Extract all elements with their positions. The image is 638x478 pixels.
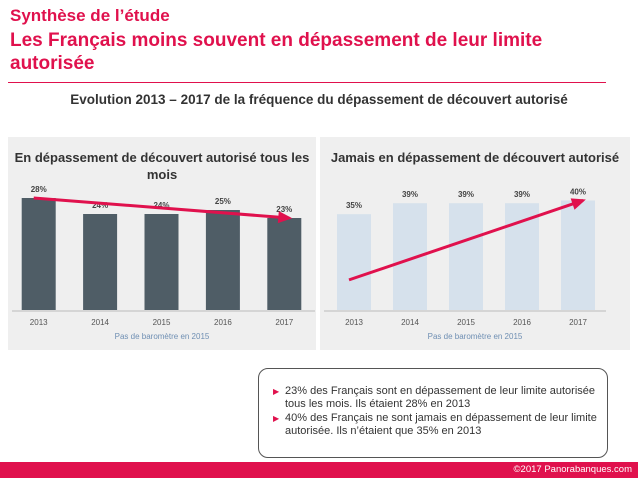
data-label-2015: 39% xyxy=(458,190,474,199)
chart-panel-left: 28% 2013 24% 2014 24% 2015 25% 2016 23% 2017 En d… xyxy=(8,137,316,350)
data-label-2016: 25% xyxy=(215,197,231,206)
page-title-line1: Synthèse de l’étude xyxy=(10,6,170,25)
page-subtitle: Evolution 2013 – 2017 de la fréquence du… xyxy=(70,92,568,107)
title-divider xyxy=(8,82,606,83)
tick-label-2015: 2015 xyxy=(457,318,475,327)
bar-2016 xyxy=(205,210,240,310)
chart-monthly-overdraft: 28% 2013 24% 2014 24% 2015 25% 2016 23% 2017 xyxy=(12,185,315,327)
bar-2013 xyxy=(337,214,371,310)
chart-note-left: Pas de baromètre en 2015 xyxy=(114,332,210,341)
data-label-2014: 24% xyxy=(92,201,108,210)
tick-label-2016: 2016 xyxy=(214,318,232,327)
bar-2017 xyxy=(267,218,302,310)
data-label-2015: 24% xyxy=(153,201,169,210)
chart-never-overdraft: 35% 2013 39% 2014 39% 2015 39% 2016 40% 2017 xyxy=(324,187,606,327)
triangle-bullet-icon: ▶ xyxy=(273,414,280,423)
chart-title-left: En dépassement de découvert autorisé tou… xyxy=(14,150,310,182)
tick-label-2017: 2017 xyxy=(275,318,293,327)
trend-line xyxy=(348,199,584,282)
trend-arrowhead xyxy=(570,198,586,210)
summary-item-text: 23% des Français sont en dépassement de … xyxy=(285,385,596,410)
bar-2016 xyxy=(505,203,539,310)
data-label-2017: 23% xyxy=(276,205,292,214)
data-label-2017: 40% xyxy=(570,187,586,196)
tick-label-2015: 2015 xyxy=(153,318,171,327)
data-label-2013: 35% xyxy=(346,201,362,210)
chart-title-right: Jamais en dépassement de découvert autor… xyxy=(330,150,620,165)
footer-copyright: ©2017 Panorabanques.com xyxy=(513,464,632,475)
data-label-2014: 39% xyxy=(402,190,418,199)
tick-label-2017: 2017 xyxy=(569,318,587,327)
trend-arrowhead xyxy=(277,211,293,224)
triangle-bullet-icon: ▶ xyxy=(273,387,280,396)
page-title-line2: Les Français moins souvent en dépassemen… xyxy=(10,30,543,74)
summary-item: ▶ 23% des Français sont en dépassement de… xyxy=(273,385,599,411)
tick-label-2013: 2013 xyxy=(345,318,363,327)
data-label-2016: 39% xyxy=(514,190,530,199)
tick-label-2016: 2016 xyxy=(513,318,531,327)
bar-2015 xyxy=(449,203,483,310)
bar-2013 xyxy=(21,198,56,310)
summary-item-text: 40% des Français ne sont jamais en dépas… xyxy=(285,412,597,437)
chart-panel-right: 35% 2013 39% 2014 39% 2015 39% 2016 40% 2017 Jama… xyxy=(320,137,630,350)
summary-item: ▶ 40% des Français ne sont jamais en dépa… xyxy=(273,412,599,438)
summary-callout: ▶ 23% des Français sont en dépassement de… xyxy=(258,368,608,458)
tick-label-2014: 2014 xyxy=(401,318,419,327)
footer-bar: ©2017 Panorabanques.com xyxy=(0,462,638,478)
data-label-2013: 28% xyxy=(31,185,47,194)
bar-2014 xyxy=(83,214,118,310)
bar-2015 xyxy=(144,214,179,310)
chart-note-right: Pas de baromètre en 2015 xyxy=(427,332,523,341)
trend-line xyxy=(33,196,290,220)
tick-label-2014: 2014 xyxy=(91,318,109,327)
bar-2017 xyxy=(561,200,595,310)
tick-label-2013: 2013 xyxy=(30,318,48,327)
